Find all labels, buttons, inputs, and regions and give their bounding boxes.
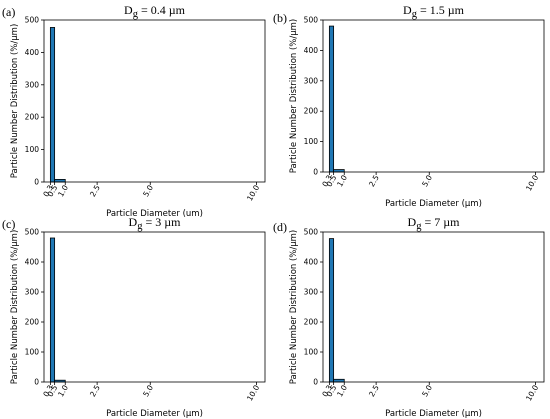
y-tick-label: 0 [313,378,318,387]
chart-title: Dg = 0.4 µm [124,3,186,20]
chart-title: Dg = 7 µm [408,215,461,232]
y-tick-label: 200 [25,318,40,327]
y-tick-label: 0 [34,378,39,387]
y-tick-label: 100 [304,348,319,357]
y-tick-label: 500 [25,228,40,237]
y-tick-label: 200 [304,318,319,327]
x-tick-label: 5.0 [420,173,434,188]
y-tick-label: 300 [304,288,319,297]
y-tick-label: 500 [304,16,319,25]
x-tick-label: 1.0 [335,383,349,398]
y-tick-label: 200 [25,113,40,122]
y-tick-label: 200 [304,107,319,116]
y-axis-label: Particle Number Distribution (%/µm) [289,19,299,174]
y-tick-label: 100 [304,137,319,146]
panel-label: (d) [273,220,287,234]
bar [49,237,56,383]
bar [333,378,345,383]
x-tick-label: 2.5 [88,383,102,398]
y-axis-label: Particle Number Distribution (%/µm) [10,230,20,385]
y-tick-label: 100 [25,145,40,154]
panel-label: (c) [2,217,15,231]
bar [328,25,335,173]
y-tick-label: 0 [313,168,318,177]
x-tick-label: 1.0 [56,383,70,398]
plot-frame [322,231,545,383]
y-tick-label: 400 [304,46,319,55]
x-tick-label: 5.0 [420,383,434,398]
y-tick-label: 0 [34,178,39,187]
y-axis-label: Particle Number Distribution (%/µm) [289,230,299,385]
x-axis-label: Particle Diameter (µm) [106,409,203,419]
y-tick-label: 500 [25,16,40,25]
y-tick-label: 400 [25,258,40,267]
y-tick-label: 500 [304,228,319,237]
y-tick-label: 300 [25,80,40,89]
plot-frame [43,19,266,183]
x-axis-label: Particle Diameter (µm) [385,199,482,209]
x-tick-label: 5.0 [141,383,155,398]
x-tick-label: 10.0 [245,183,261,202]
x-tick-label: 5.0 [141,183,155,198]
plot-frame [43,231,266,383]
x-tick-label: 10.0 [524,383,540,402]
y-tick-label: 400 [304,258,319,267]
x-tick-label: 2.5 [88,183,102,198]
x-tick-label: 1.0 [56,183,70,198]
x-tick-label: 2.5 [367,383,381,398]
x-tick-label: 10.0 [524,173,540,192]
y-tick-label: 400 [25,48,40,57]
chart-title: Dg = 1.5 µm [403,3,465,20]
y-tick-label: 300 [25,288,40,297]
chart-title: Dg = 3 µm [129,215,182,232]
x-tick-label: 10.0 [245,383,261,402]
x-tick-label: 2.5 [367,173,381,188]
x-axis-label: Particle Diameter (µm) [385,409,482,419]
x-tick-label: 1.0 [335,173,349,188]
y-tick-label: 300 [304,76,319,85]
bar [328,238,335,383]
y-tick-label: 100 [25,348,40,357]
panel-label: (a) [2,5,15,19]
plot-frame [322,19,545,173]
panel-label: (b) [273,11,287,25]
bar [49,27,56,183]
x-axis-label: Particle Diameter (um) [106,209,203,219]
y-axis-label: Particle Number Distribution (%/µm) [10,24,20,179]
